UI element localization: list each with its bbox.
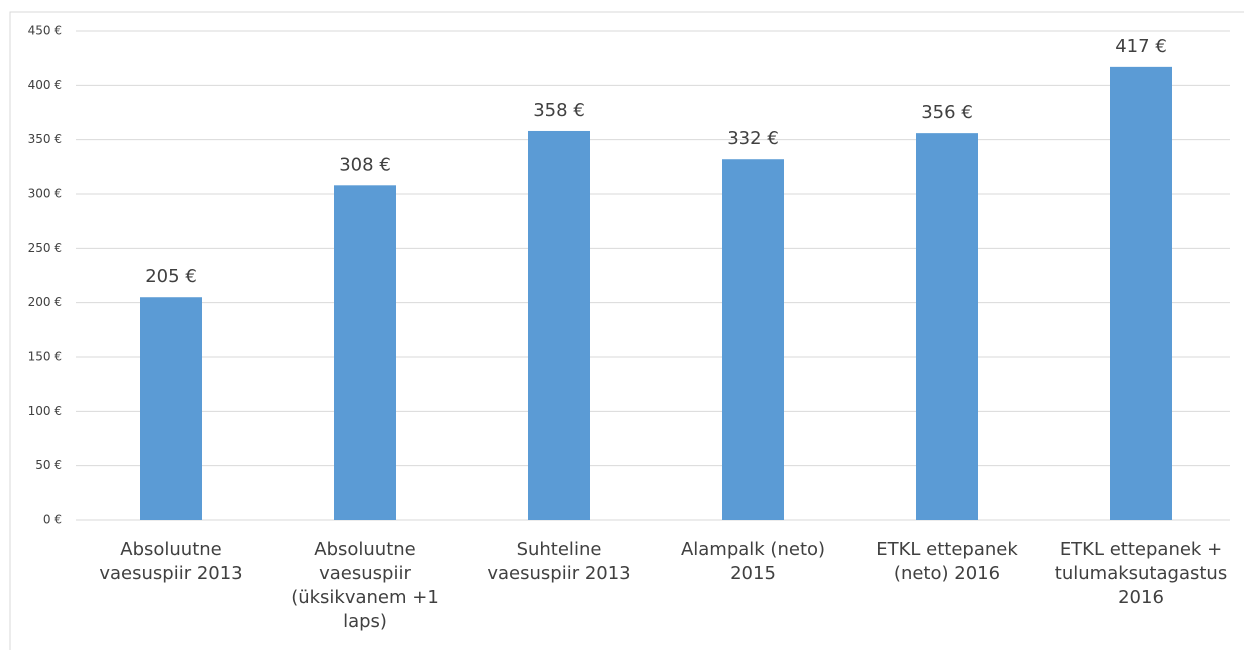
value-label: 356 € xyxy=(921,102,973,123)
x-tick-label: ETKL ettepanek (neto) 2016 xyxy=(876,539,1018,584)
y-tick-label: 50 € xyxy=(35,458,62,472)
y-tick-label: 100 € xyxy=(28,404,62,418)
value-label: 308 € xyxy=(339,154,391,175)
y-tick-label: 250 € xyxy=(28,241,62,255)
y-tick-label: 300 € xyxy=(28,187,62,201)
y-tick-label: 200 € xyxy=(28,295,62,309)
y-tick-label: 450 € xyxy=(28,24,62,38)
value-label: 205 € xyxy=(145,266,197,287)
bar xyxy=(334,185,396,520)
y-tick-label: 400 € xyxy=(28,78,62,92)
bar xyxy=(528,130,590,520)
bar xyxy=(916,133,978,520)
x-tick-label: Suhteline vaesuspiir 2013 xyxy=(487,539,631,584)
y-tick-label: 0 € xyxy=(43,513,62,527)
bar xyxy=(722,159,784,520)
value-label: 358 € xyxy=(533,100,585,121)
x-tick-label: Alampalk (neto) 2015 xyxy=(680,539,826,584)
x-tick-label: Absoluutne vaesuspiir (üksikvanem +1 lap… xyxy=(291,539,439,632)
bar xyxy=(140,297,202,520)
y-tick-label: 350 € xyxy=(28,132,62,146)
value-label: 417 € xyxy=(1115,36,1167,57)
bar xyxy=(1110,66,1172,521)
x-tick-label: ETKL ettepanek + tulumaksutagastus 2016 xyxy=(1054,539,1228,608)
x-tick-label: Absoluutne vaesuspiir 2013 xyxy=(99,539,243,584)
y-tick-label: 150 € xyxy=(28,350,62,364)
chart-frame xyxy=(9,11,1244,650)
value-label: 332 € xyxy=(727,128,779,149)
